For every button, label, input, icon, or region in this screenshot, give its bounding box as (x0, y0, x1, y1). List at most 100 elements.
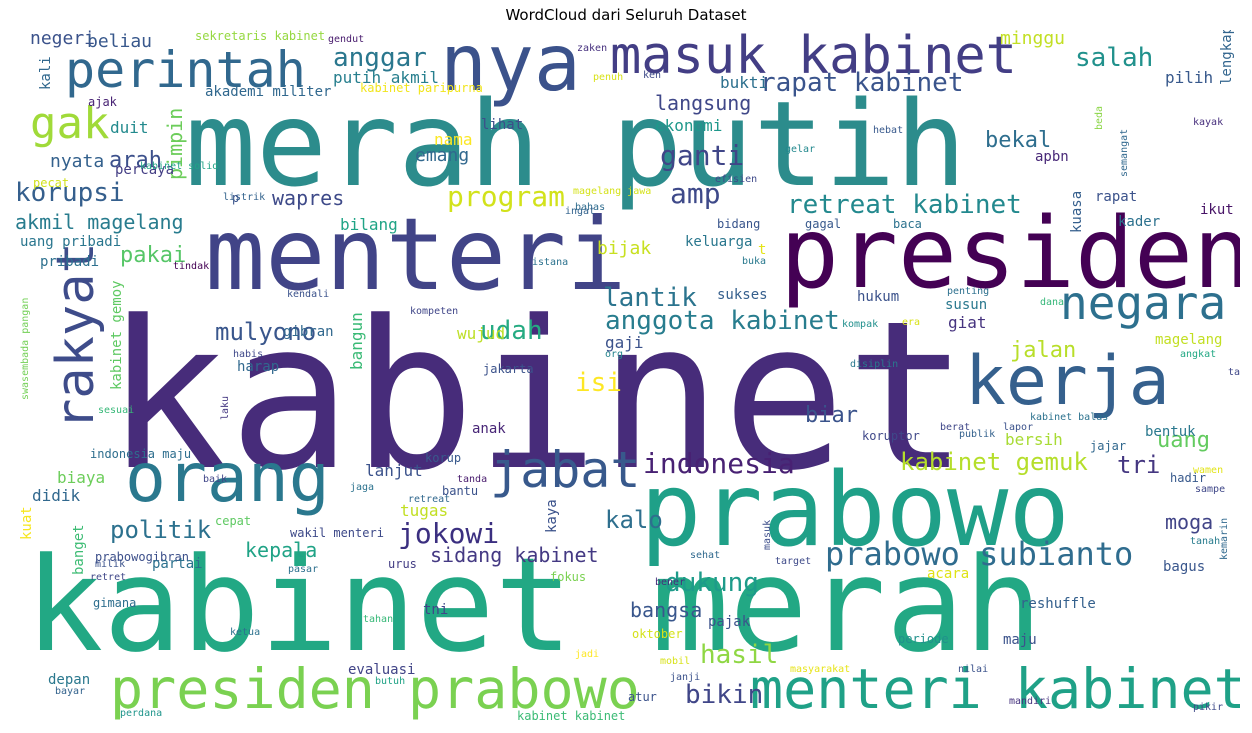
word-kompak: kompak (842, 319, 879, 330)
word-kerja: kerja (965, 342, 1170, 421)
word-kabinet-solid: kabinet solid (140, 161, 219, 172)
word-program: program (447, 180, 566, 213)
word-ketua: ketua (230, 627, 261, 638)
word-amp: amp (670, 177, 721, 210)
word-lanjut: lanjut (365, 461, 423, 480)
word-didik: didik (32, 486, 81, 505)
word-bangsa: bangsa (630, 598, 703, 622)
word-angkat: angkat (1180, 349, 1217, 360)
word-kalo: kalo (605, 506, 663, 534)
word-prabowo: prabowo (640, 451, 1070, 570)
word-bahas: bahas (575, 202, 606, 213)
word-kabinet-gemoy: kabinet gemoy (109, 280, 125, 390)
word-sukses: sukses (717, 287, 768, 303)
word-efisien: efisien (715, 174, 758, 185)
word-pajak: pajak (708, 614, 751, 630)
word-bentuk: bentuk (1145, 424, 1196, 440)
word-prabowogibran: prabowogibran (95, 550, 189, 564)
word-koruptor: koruptor (862, 429, 920, 443)
word-tni: tni (423, 602, 449, 618)
word-kendali: kendali (287, 289, 330, 300)
word-bilang: bilang (340, 215, 398, 234)
word-sekretaris-kabinet: sekretaris kabinet (195, 30, 326, 43)
word-kabinet: kabinet (105, 278, 969, 516)
word-tanah: tanah (1190, 536, 1221, 547)
word-buka: buka (742, 256, 767, 267)
word-janji: janji (670, 672, 701, 683)
word-penuh: penuh (593, 72, 624, 83)
word-kabinet-kabinet: kabinet kabinet (517, 709, 626, 723)
word-minggu: minggu (1000, 30, 1066, 49)
word-lengkap: lengkap (1219, 30, 1235, 85)
word-akmil-magelang: akmil magelang (15, 210, 184, 234)
word-hadir: hadir (1170, 471, 1207, 485)
word-fokus: fokus (550, 570, 587, 584)
word-harap: harap (237, 359, 280, 375)
word-retret: retret (90, 572, 127, 583)
word-rapat: rapat (1095, 189, 1138, 205)
chart-title: WordCloud dari Seluruh Dataset (505, 6, 747, 24)
word-isi: isi (575, 368, 622, 398)
word-bener: bener (655, 577, 686, 588)
word-butuh: butuh (375, 676, 406, 687)
word-kepala: kepala (245, 538, 318, 562)
word-disiplin: disiplin (850, 359, 899, 370)
word-retreat-kabinet: retreat kabinet (787, 190, 1022, 220)
word-gagal: gagal (805, 217, 842, 231)
word-kompeten: kompeten (410, 306, 459, 317)
word-tahan: tahan (363, 614, 394, 625)
word-publik: publik (959, 429, 996, 440)
word-bangun: bangun (347, 312, 366, 370)
word-presiden: presiden (780, 197, 1240, 311)
word-bukti: bukti (720, 73, 769, 92)
word-anggar: anggar (333, 43, 427, 73)
word-swasembada-pangan: swasembada pangan (20, 297, 31, 400)
word-target: target (775, 556, 812, 567)
word-sesuai: sesuai (98, 405, 135, 416)
word-kabinet-paripurna: kabinet paripurna (360, 81, 483, 95)
word-pikir: pikir (1193, 702, 1224, 713)
word-banget: banget (71, 524, 87, 575)
word-merah-putih: merah putih (185, 75, 967, 213)
word-rakyat: rakyat (46, 242, 106, 430)
word-dukung: dukung (665, 568, 759, 598)
word-hukum: hukum (857, 289, 900, 305)
word-menteri: menteri (205, 196, 627, 313)
word-menteri-kabinet: menteri kabinet (750, 657, 1240, 721)
word-gimana: gimana (93, 596, 137, 610)
word-emang: emang (415, 145, 470, 166)
word-magelang: magelang (1155, 332, 1223, 348)
word-penting: penting (947, 286, 990, 297)
word-bikin: bikin (685, 680, 764, 710)
word-org: org (605, 349, 624, 360)
word-bayar: bayar (55, 686, 86, 697)
word-jadi: jadi (575, 649, 600, 660)
word-gaji: gaji (605, 333, 644, 352)
word-tarik: tarik (1228, 367, 1240, 378)
word-korup: korup (425, 451, 462, 465)
word-tri: tri (1117, 451, 1161, 479)
word-habis: habis (233, 349, 264, 360)
word-kemarin: kemarin (1219, 517, 1230, 560)
word-jalan: jalan (1010, 338, 1077, 363)
word-anggota-kabinet: anggota kabinet (605, 306, 840, 336)
word-pecat: pecat (33, 176, 70, 190)
word-anak: anak (472, 421, 506, 437)
word-prabowo-subianto: prabowo subianto (825, 535, 1134, 573)
word-masuk-kabinet: masuk kabinet (610, 30, 1017, 86)
word-zaken: zaken (577, 43, 608, 54)
word-ikut: ikut (1200, 202, 1234, 218)
word-ingat: ingat (565, 206, 596, 217)
word-ajak: ajak (88, 95, 117, 109)
word-indonesia-maju: indonesia maju (90, 447, 192, 461)
word-bersih: bersih (1005, 430, 1063, 449)
word-cloud: kabinet merah putih kabinet merah prabowo me… (15, 30, 1240, 730)
word-periode: periode (898, 632, 949, 646)
word-putih-akmil: putih akmil (333, 68, 439, 87)
word-uang-pribadi: uang pribadi (20, 234, 122, 250)
word-biar: biar (805, 403, 858, 428)
word-sehat: sehat (690, 550, 721, 561)
word-acara: acara (927, 566, 970, 582)
word-duit: duit (110, 118, 149, 137)
word-partai: partai (152, 556, 203, 572)
